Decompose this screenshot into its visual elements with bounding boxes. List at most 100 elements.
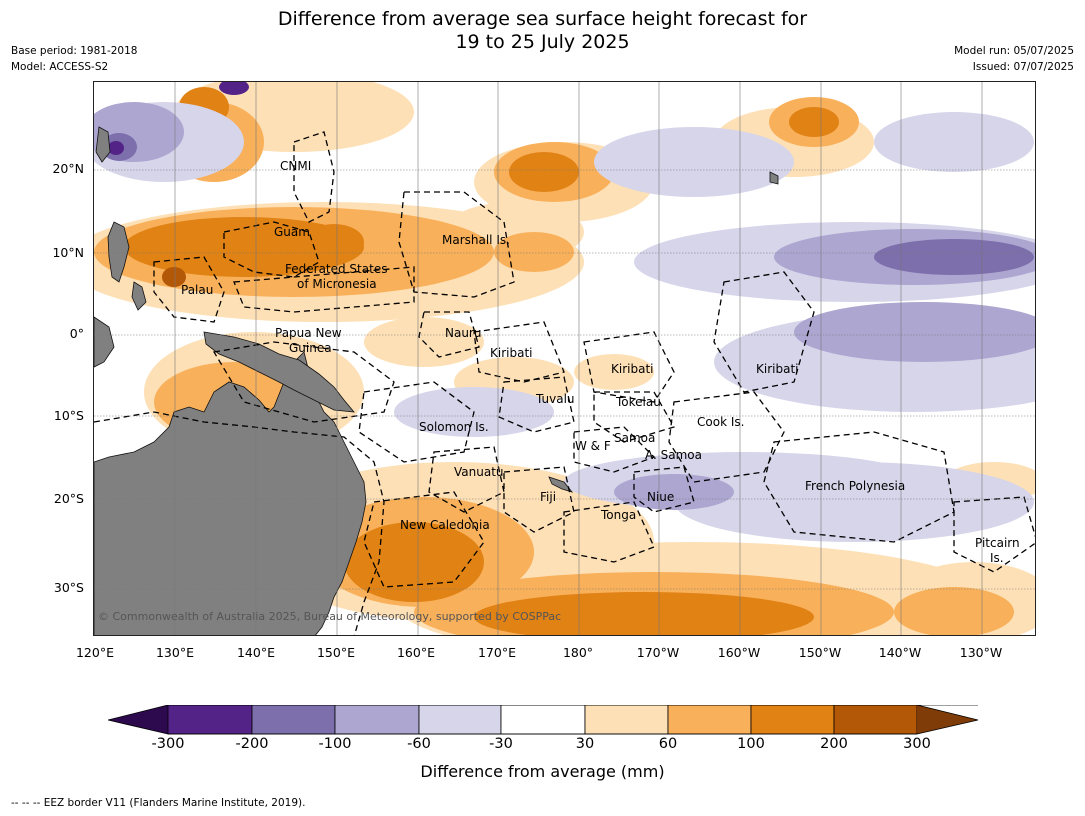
label-niue: Niue (647, 490, 675, 504)
label-fsm-line1: Federated States (285, 262, 388, 276)
label-fiji: Fiji (540, 490, 557, 504)
eez-kiribati-w (473, 321, 565, 383)
eez-new-caledonia (363, 491, 485, 588)
colorbar-tick: 30 (575, 736, 595, 752)
colorbar-segment (167, 705, 253, 735)
label-solomon-islands: Solomon Is. (419, 420, 489, 434)
philippines-landmass (107, 221, 147, 311)
title-line-1: Difference from average sea surface heig… (277, 8, 808, 30)
lat-label-0: 0° (69, 326, 84, 341)
label-fsm-line2: of Micronesia (297, 277, 377, 291)
eez-samoa (573, 426, 656, 473)
eez-fsm (233, 266, 415, 313)
colorbar-segment (584, 705, 669, 735)
colorbar-tick: 200 (820, 736, 848, 752)
label-png-line2: Guinea (289, 341, 332, 355)
colorbar-segment (334, 705, 420, 735)
title-line-2: 19 to 25 July 2025 (455, 31, 630, 53)
label-png-line1: Papua New (275, 326, 342, 340)
eez-footnote: -- -- -- EEZ border V11 (Flanders Marine… (11, 797, 306, 809)
colorbar-segment (667, 705, 752, 735)
label-marshall-islands: Marshall Is. (442, 233, 510, 247)
eez-cnmi (293, 131, 335, 223)
eez-solomon (358, 381, 475, 463)
label-kiribati-central: Kiribati (611, 362, 654, 376)
lon-label-140e: 140°E (236, 645, 275, 660)
label-kiribati-west: Kiribati (490, 346, 533, 360)
lon-label-160w: 160°W (717, 645, 761, 660)
lon-label-170e: 170°E (477, 645, 516, 660)
eez-kiribati-c (583, 331, 675, 403)
colorbar-tick: -60 (407, 736, 431, 752)
lon-label-170w: 170°W (636, 645, 680, 660)
issued-date: Issued: 07/07/2025 (972, 61, 1074, 73)
borneo-landmass (94, 316, 115, 368)
label-wallis-futuna: W & F (575, 439, 611, 453)
label-pitcairn-line1: Pitcairn (975, 536, 1020, 550)
label-american-samoa: A. Samoa (645, 448, 702, 462)
base-period: Base period: 1981-2018 (11, 45, 138, 57)
label-samoa: Samoa (614, 431, 656, 445)
label-cnmi: CNMI (280, 159, 312, 173)
colorbar (108, 705, 979, 735)
colorbar-tick: 100 (737, 736, 765, 752)
label-french-polynesia: French Polynesia (805, 479, 906, 493)
label-guam: Guam (274, 225, 310, 239)
colorbar-segment (418, 705, 502, 735)
label-tuvalu: Tuvalu (536, 392, 575, 406)
land-layer (94, 126, 779, 635)
eez-tuvalu (498, 376, 575, 433)
colorbar-tick: -200 (235, 736, 269, 752)
lon-label-130w: 130°W (959, 645, 1003, 660)
lat-label-10n: 10°N (52, 245, 84, 260)
colorbar-segment (750, 705, 835, 735)
label-cook-islands: Cook Is. (697, 415, 745, 429)
map-panel[interactable] (93, 81, 1036, 636)
eez-niue (633, 466, 695, 513)
colorbar-tick: 300 (903, 736, 931, 752)
eez-guam (223, 221, 320, 278)
colorbar-tick: 60 (658, 736, 678, 752)
lon-label-140w: 140°W (878, 645, 922, 660)
new-guinea-landmass (203, 331, 355, 413)
colorbar-right-arrow (917, 705, 978, 734)
eez-french-polynesia (763, 431, 955, 543)
label-tonga: Tonga (601, 508, 637, 522)
lon-label-180: 180° (562, 645, 594, 660)
label-new-caledonia: New Caledonia (400, 518, 490, 532)
graticule (94, 169, 1035, 590)
colorbar-tick: -300 (151, 736, 185, 752)
eez-marshall (398, 191, 515, 298)
label-pitcairn-line2: Is. (990, 551, 1004, 565)
eez-kiribati-e (713, 271, 815, 393)
eez-png (212, 341, 395, 423)
eez-tokelau (593, 391, 675, 443)
colorbar-segment (833, 705, 918, 735)
eez-palau (153, 256, 225, 323)
anomaly-200-300-layer (162, 267, 186, 287)
eez-fiji (503, 466, 575, 533)
lon-label-150e: 150°E (316, 645, 355, 660)
anomaly-map (94, 82, 1035, 635)
model-name: Model: ACCESS-S2 (11, 61, 109, 73)
copyright-notice: © Commonwealth of Australia 2025, Bureau… (98, 610, 562, 623)
hawaii-island (769, 171, 779, 185)
colorbar-label: Difference from average (mm) (420, 762, 665, 781)
lon-label-150w: 150°W (798, 645, 842, 660)
label-kiribati-east: Kiribati (756, 362, 799, 376)
model-run-date: Model run: 05/07/2025 (954, 45, 1074, 57)
colorbar-segment (500, 705, 586, 735)
eez-tonga (563, 501, 655, 563)
lon-label-160e: 160°E (396, 645, 435, 660)
eez-vanuatu (428, 446, 505, 513)
eez-nauru (418, 311, 480, 358)
lat-label-10s: 10°S (53, 408, 84, 423)
lon-label-130e: 130°E (155, 645, 194, 660)
lat-label-20s: 20°S (53, 491, 84, 506)
anomaly-neg200-neg300-layer (108, 82, 249, 155)
map-title: Difference from average sea surface heig… (0, 8, 1085, 54)
colorbar-tick: -30 (489, 736, 513, 752)
meridians (174, 82, 983, 635)
label-vanuatu: Vanuatu (454, 465, 504, 479)
lat-label-20n: 20°N (52, 161, 84, 176)
